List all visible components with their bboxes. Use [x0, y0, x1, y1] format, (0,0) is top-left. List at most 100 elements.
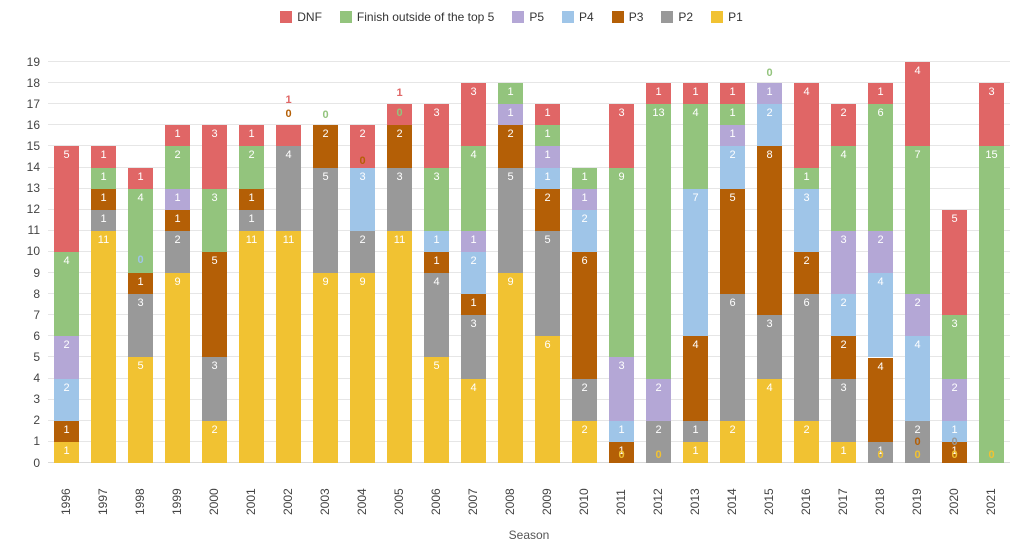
segment-2010-p2[interactable]: 2	[572, 378, 597, 421]
segment-2008-p1[interactable]: 9	[498, 273, 523, 463]
segment-1996-p3[interactable]: 1	[54, 420, 79, 442]
segment-2020-out[interactable]: 3	[942, 315, 967, 379]
segment-2001-dnf[interactable]: 1	[239, 125, 264, 147]
segment-1999-p5[interactable]: 1	[165, 188, 190, 210]
segment-2019-p5[interactable]: 2	[905, 294, 930, 337]
segment-2005-p3[interactable]: 2	[387, 125, 412, 168]
segment-1999-out[interactable]: 2	[165, 146, 190, 189]
segment-2017-p4[interactable]: 2	[831, 294, 856, 337]
segment-2001-p2[interactable]: 1	[239, 209, 264, 231]
segment-1998-p2[interactable]: 3	[128, 294, 153, 358]
segment-2020-p5[interactable]: 2	[942, 378, 967, 421]
segment-2001-out[interactable]: 2	[239, 146, 264, 189]
segment-2013-dnf[interactable]: 1	[683, 83, 708, 105]
segment-2003-p1[interactable]: 9	[313, 273, 338, 463]
segment-2019-p4[interactable]: 4	[905, 336, 930, 421]
segment-2013-out[interactable]: 4	[683, 104, 708, 189]
segment-2014-out[interactable]: 1	[720, 104, 745, 126]
segment-2006-p4[interactable]: 1	[424, 230, 449, 252]
segment-2009-out[interactable]: 1	[535, 125, 560, 147]
segment-2007-p3[interactable]: 1	[461, 294, 486, 316]
segment-2010-p5[interactable]: 1	[572, 188, 597, 210]
segment-2013-p1[interactable]: 1	[683, 441, 708, 463]
segment-2012-out[interactable]: 13	[646, 104, 671, 379]
segment-1998-dnf[interactable]: 1	[128, 167, 153, 189]
segment-2009-dnf[interactable]: 1	[535, 104, 560, 126]
segment-1999-p2[interactable]: 2	[165, 230, 190, 274]
segment-2017-p5[interactable]: 3	[831, 230, 856, 295]
segment-2001-p3[interactable]: 1	[239, 188, 264, 210]
segment-2015-p5[interactable]: 1	[757, 83, 782, 105]
segment-2011-p4[interactable]: 1	[609, 420, 634, 442]
segment-2021-dnf[interactable]: 3	[979, 83, 1004, 147]
segment-2000-dnf[interactable]: 3	[202, 125, 227, 189]
segment-1999-dnf[interactable]: 1	[165, 125, 190, 147]
segment-2019-out[interactable]: 7	[905, 146, 930, 295]
segment-1996-p4[interactable]: 2	[54, 378, 79, 421]
segment-2009-p1[interactable]: 6	[535, 336, 560, 463]
segment-2001-p1[interactable]: 11	[239, 230, 264, 463]
segment-2004-p1[interactable]: 9	[350, 273, 375, 463]
segment-2008-out[interactable]: 1	[498, 83, 523, 105]
segment-2011-p3[interactable]: 1	[609, 441, 634, 463]
segment-2006-dnf[interactable]: 3	[424, 104, 449, 168]
segment-2009-p3[interactable]: 2	[535, 188, 560, 231]
segment-1997-p3[interactable]: 1	[91, 188, 116, 210]
segment-2008-p5[interactable]: 1	[498, 104, 523, 126]
segment-2014-p2[interactable]: 6	[720, 294, 745, 421]
segment-2002-p1[interactable]: 11	[276, 230, 301, 463]
segment-2005-p1[interactable]: 11	[387, 230, 412, 463]
segment-2009-p2[interactable]: 5	[535, 230, 560, 337]
segment-1999-p1[interactable]: 9	[165, 273, 190, 463]
segment-1997-p2[interactable]: 1	[91, 209, 116, 231]
segment-2020-dnf[interactable]: 5	[942, 209, 967, 316]
segment-2007-dnf[interactable]: 3	[461, 83, 486, 147]
segment-2018-p4[interactable]: 4	[868, 273, 893, 358]
segment-2006-p1[interactable]: 5	[424, 357, 449, 463]
segment-2000-p3[interactable]: 5	[202, 251, 227, 358]
segment-2021-out[interactable]: 15	[979, 146, 1004, 463]
segment-2017-p2[interactable]: 3	[831, 378, 856, 442]
segment-2002-dnf[interactable]	[276, 125, 301, 147]
segment-2006-p2[interactable]: 4	[424, 273, 449, 358]
segment-2019-p2[interactable]: 2	[905, 420, 930, 463]
segment-2010-out[interactable]: 1	[572, 167, 597, 189]
segment-2020-p3[interactable]: 1	[942, 441, 967, 463]
segment-2003-p3[interactable]: 2	[313, 125, 338, 168]
segment-2018-p2[interactable]: 1	[868, 441, 893, 463]
segment-2017-p1[interactable]: 1	[831, 441, 856, 463]
segment-2013-p4[interactable]: 7	[683, 188, 708, 337]
segment-2002-p2[interactable]: 4	[276, 146, 301, 231]
segment-2004-p4[interactable]: 3	[350, 167, 375, 231]
segment-2014-p1[interactable]: 2	[720, 420, 745, 463]
segment-2010-p4[interactable]: 2	[572, 209, 597, 252]
segment-1997-dnf[interactable]: 1	[91, 146, 116, 168]
segment-2003-p2[interactable]: 5	[313, 167, 338, 274]
segment-1998-p1[interactable]: 5	[128, 357, 153, 463]
segment-2018-p3[interactable]: 4	[868, 357, 893, 442]
segment-2012-p2[interactable]: 2	[646, 420, 671, 463]
segment-2012-dnf[interactable]: 1	[646, 83, 671, 105]
segment-2018-dnf[interactable]: 1	[868, 83, 893, 105]
segment-2010-p3[interactable]: 6	[572, 251, 597, 379]
segment-2011-out[interactable]: 9	[609, 167, 634, 358]
segment-2006-p3[interactable]: 1	[424, 251, 449, 274]
segment-2008-p3[interactable]: 2	[498, 125, 523, 168]
segment-2016-p3[interactable]: 2	[794, 251, 819, 295]
segment-1997-p1[interactable]: 11	[91, 230, 116, 463]
segment-2000-out[interactable]: 3	[202, 188, 227, 252]
segment-2014-p3[interactable]: 5	[720, 188, 745, 295]
segment-2020-p4[interactable]: 1	[942, 420, 967, 442]
segment-2016-p1[interactable]: 2	[794, 420, 819, 463]
segment-2009-p5[interactable]: 1	[535, 146, 560, 168]
segment-1997-out[interactable]: 1	[91, 167, 116, 189]
segment-2017-dnf[interactable]: 2	[831, 104, 856, 147]
segment-1996-dnf[interactable]: 5	[54, 146, 79, 252]
segment-2013-p2[interactable]: 1	[683, 420, 708, 442]
segment-2015-p3[interactable]: 8	[757, 146, 782, 316]
segment-2014-p4[interactable]: 2	[720, 146, 745, 189]
segment-2006-out[interactable]: 3	[424, 167, 449, 231]
segment-2011-p5[interactable]: 3	[609, 357, 634, 421]
segment-2007-p5[interactable]: 1	[461, 230, 486, 252]
segment-2005-dnf[interactable]	[387, 104, 412, 126]
